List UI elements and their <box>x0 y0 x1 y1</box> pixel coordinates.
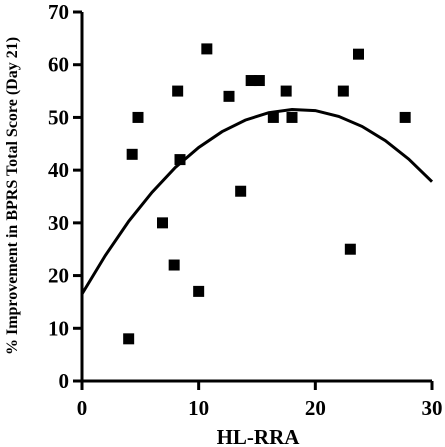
y-tick-label-70: 70 <box>48 0 69 24</box>
y-axis-title: % Improvement in BPRS Total Score (Day 2… <box>4 37 21 355</box>
data-point-11 <box>235 185 247 197</box>
data-point-16 <box>286 111 298 123</box>
data-point-8 <box>193 285 205 297</box>
data-point-4 <box>157 217 168 229</box>
data-point-18 <box>344 243 356 255</box>
plot-area: 0 10 20 30 40 50 60 70 0 10 20 30 <box>48 0 443 420</box>
data-point-19 <box>353 48 364 60</box>
data-point-7 <box>174 154 186 166</box>
y-tick-label-60: 60 <box>48 53 69 77</box>
y-tick-label-10: 10 <box>48 316 69 340</box>
data-point-9 <box>201 43 213 55</box>
y-tick-label-30: 30 <box>48 211 69 235</box>
x-axis-title: HL-RRA <box>217 425 301 447</box>
x-tick-label-30: 30 <box>422 396 443 420</box>
data-point-2 <box>126 148 138 160</box>
x-tick-label-20: 20 <box>305 396 326 420</box>
y-tick-label-20: 20 <box>48 264 69 288</box>
data-point-1 <box>123 333 135 345</box>
data-point-13 <box>253 75 265 87</box>
data-point-3 <box>132 111 144 123</box>
y-tick-label-0: 0 <box>59 369 70 393</box>
x-tick-label-10: 10 <box>188 396 209 420</box>
y-tick-label-50: 50 <box>48 105 69 129</box>
fit-curve <box>80 107 434 295</box>
data-point-20 <box>399 111 411 123</box>
data-point-10 <box>223 90 235 102</box>
data-point-5 <box>168 259 180 271</box>
data-point-12 <box>245 75 257 87</box>
data-point-17 <box>337 85 349 97</box>
x-tick-label-0: 0 <box>77 396 88 420</box>
data-point-6 <box>172 85 184 97</box>
data-point-14 <box>267 111 279 123</box>
y-tick-label-40: 40 <box>48 158 69 182</box>
data-point-15 <box>280 85 292 97</box>
